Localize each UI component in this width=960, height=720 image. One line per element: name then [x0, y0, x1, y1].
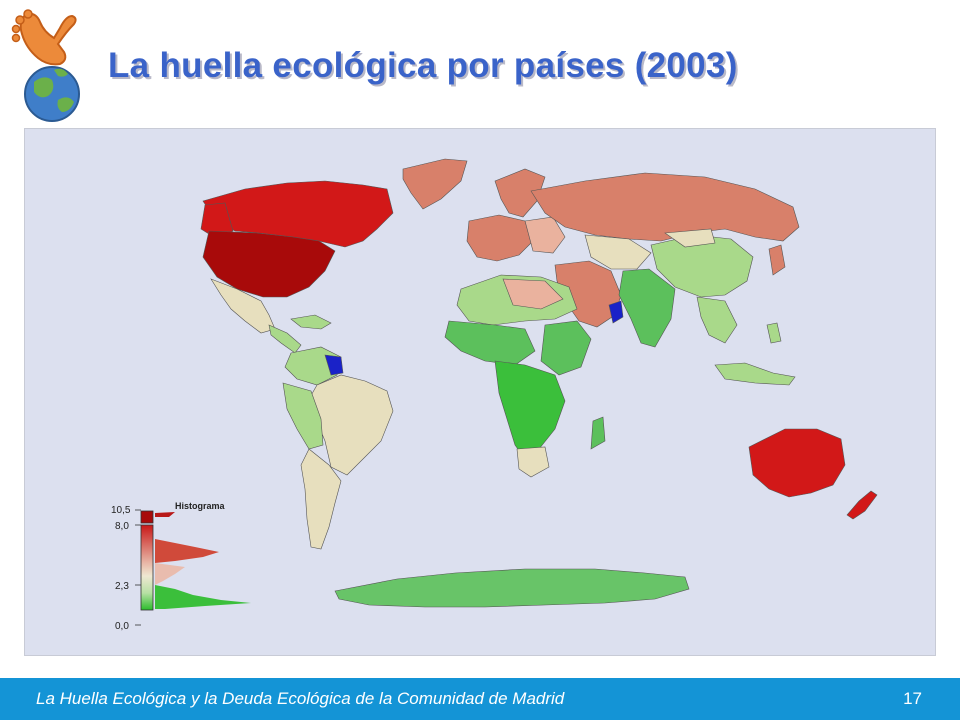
region-philippines — [766, 322, 782, 344]
histogram-shape — [155, 512, 175, 517]
region-japan — [768, 244, 786, 276]
region-western-europe — [466, 214, 534, 262]
region-southeast-asia — [696, 296, 738, 344]
region-west-africa — [444, 320, 536, 366]
region-indonesia — [714, 362, 796, 386]
footer-text: La Huella Ecológica y la Deuda Ecológica… — [36, 689, 565, 708]
page-number: 17 — [903, 689, 922, 708]
region-libya-egypt — [502, 278, 564, 310]
region-scandinavia — [494, 168, 546, 218]
legend-tick-min: 0,0 — [115, 621, 129, 632]
region-oman — [608, 300, 624, 324]
region-mongolia — [664, 228, 716, 248]
legend-tick-mid: 2,3 — [115, 581, 129, 592]
region-madagascar — [590, 416, 606, 450]
region-greenland — [402, 158, 468, 210]
legend-tick-max: 10,5 — [111, 505, 131, 516]
region-russia — [530, 172, 800, 242]
region-new-zealand — [846, 490, 878, 520]
region-central-asia — [584, 234, 652, 270]
world-map: Histograma 10,5 8,0 2,3 0,0 — [24, 128, 936, 656]
region-caribbean — [290, 314, 332, 330]
region-guianas — [324, 354, 344, 376]
legend-tick-high: 8,0 — [115, 521, 129, 532]
region-usa — [202, 230, 336, 298]
histogram-label: Histograma — [175, 501, 226, 511]
region-mexico — [210, 278, 276, 334]
region-central-africa — [494, 360, 566, 460]
legend-histogram: Histograma 10,5 8,0 2,3 0,0 — [111, 501, 251, 632]
legend-scale-bar — [140, 524, 154, 611]
region-canada — [202, 180, 394, 248]
region-eastern-europe — [524, 216, 566, 254]
page-title: La huella ecológica por países (2003) — [108, 46, 738, 85]
region-central-america — [268, 324, 302, 354]
region-australia — [748, 428, 846, 498]
legend-top-swatch — [140, 510, 154, 524]
footer-bar: La Huella Ecológica y la Deuda Ecológica… — [0, 678, 960, 720]
world-map-svg: Histograma 10,5 8,0 2,3 0,0 — [111, 158, 878, 632]
region-southern-cone — [300, 448, 342, 550]
region-south-africa — [516, 446, 550, 478]
region-antarctica — [334, 568, 690, 608]
region-south-asia — [618, 268, 676, 348]
region-peru-bolivia — [282, 382, 324, 450]
region-east-africa — [540, 320, 592, 376]
logo-foot-globe-icon — [4, 4, 90, 124]
